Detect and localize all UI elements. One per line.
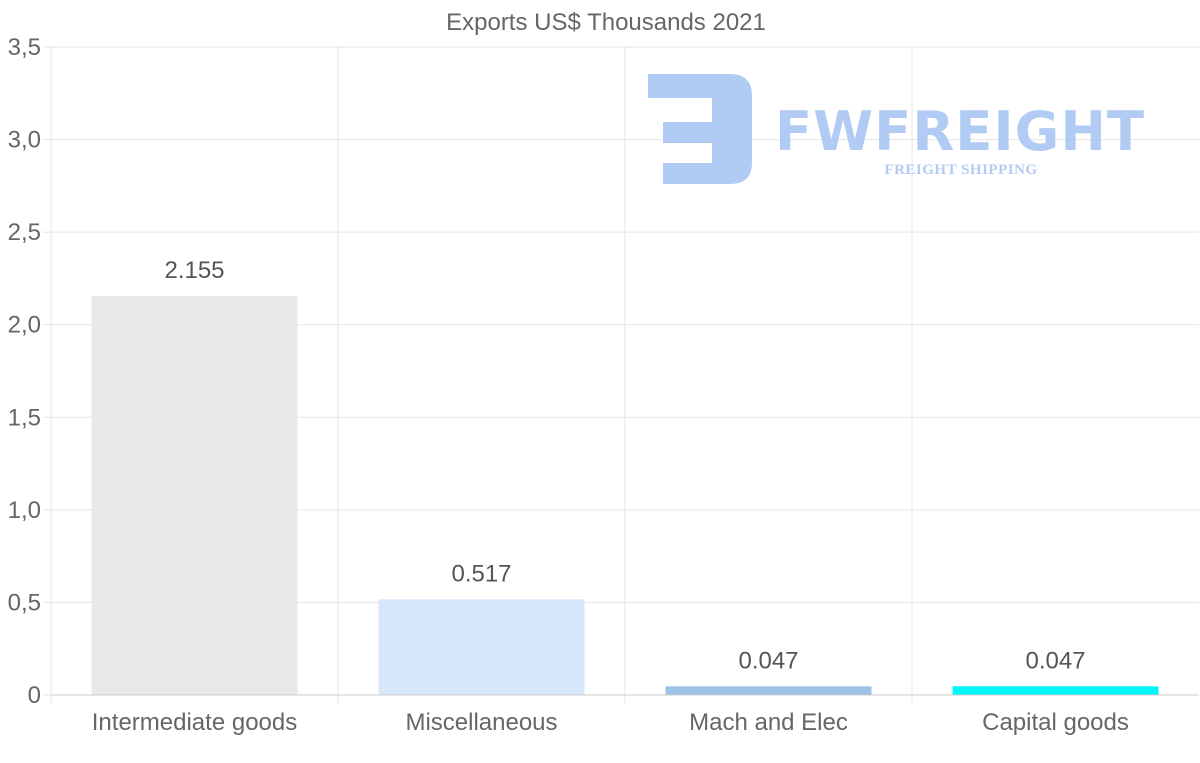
bar-value-label: 2.155	[164, 257, 224, 284]
x-category-label: Miscellaneous	[405, 709, 557, 736]
bar-value-label: 0.047	[1025, 647, 1085, 674]
axes	[43, 46, 1199, 703]
fwfreight-logo-icon	[648, 74, 752, 184]
y-tick-label: 3,0	[8, 127, 41, 154]
y-tick-label: 1,5	[8, 404, 41, 431]
x-category-label: Intermediate goods	[92, 709, 297, 736]
bar-value-label: 0.517	[451, 560, 511, 587]
watermark-brand: FWFREIGHT	[775, 100, 1145, 163]
fwfreight-watermark: FWFREIGHT FREIGHT SHIPPING	[648, 74, 1145, 184]
bar-0	[91, 296, 298, 695]
y-tick-label: 1,0	[8, 497, 41, 524]
bars	[91, 296, 1159, 695]
labels: 0 0,5 1,0 1,5 2,0 2,5 3,0 3,5 2.155 Intermediate …	[8, 34, 1129, 736]
chart-title: Exports US$ Thousands 2021	[446, 9, 766, 36]
bar-3	[952, 686, 1159, 695]
x-category-label: Capital goods	[982, 709, 1129, 736]
bar-value-label: 0.047	[738, 647, 798, 674]
x-category-label: Mach and Elec	[689, 709, 848, 736]
bar-2	[665, 686, 872, 695]
watermark-tagline: FREIGHT SHIPPING	[884, 162, 1037, 178]
y-tick-label: 0	[28, 682, 41, 709]
y-tick-label: 0,5	[8, 589, 41, 616]
bar-1	[378, 599, 585, 695]
y-tick-label: 2,5	[8, 219, 41, 246]
y-tick-label: 2,0	[8, 312, 41, 339]
y-tick-label: 3,5	[8, 34, 41, 61]
